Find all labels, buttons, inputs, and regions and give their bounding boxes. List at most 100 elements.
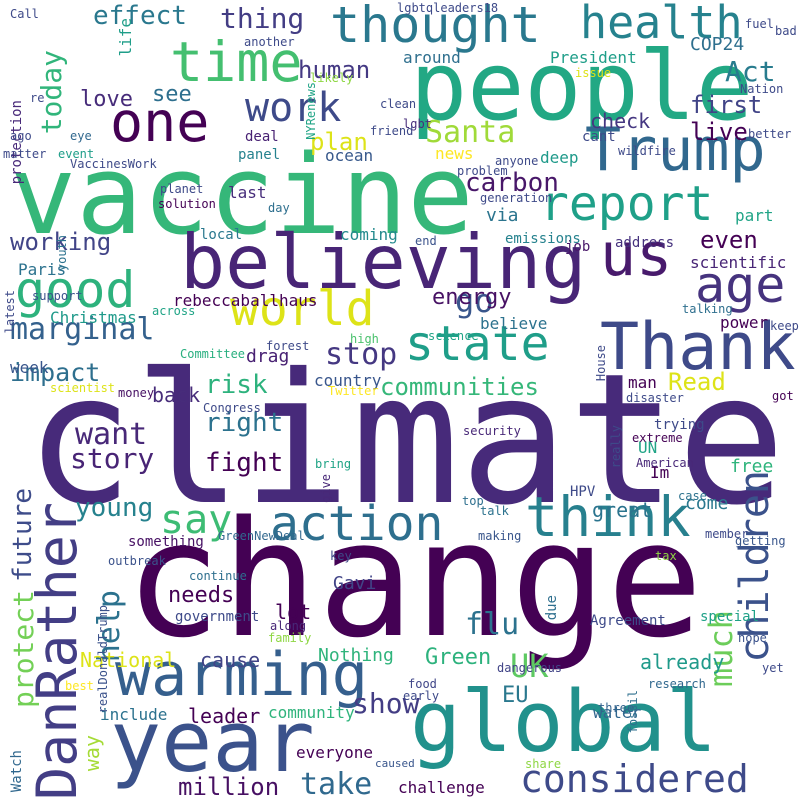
cloud-word: Santa	[425, 115, 516, 150]
cloud-word: energy	[432, 285, 512, 310]
cloud-word: Nothing	[318, 645, 394, 666]
cloud-word: Gavi	[333, 573, 377, 594]
cloud-word: Read	[668, 368, 726, 396]
cloud-word: NYRenews	[304, 82, 318, 140]
cloud-word: realDonaldTrump	[96, 605, 110, 714]
cloud-word: top	[462, 494, 484, 508]
cloud-word: hope	[738, 631, 767, 645]
cloud-word: local	[200, 227, 243, 243]
cloud-word: state	[405, 316, 550, 372]
cloud-word: Paris	[18, 260, 67, 279]
cloud-word: cause	[200, 648, 261, 672]
cloud-word: share	[525, 757, 562, 771]
cloud-word: young	[75, 493, 154, 523]
cloud-word: plan	[310, 128, 368, 156]
cloud-word: anyone	[495, 154, 539, 168]
cloud-word: power	[720, 313, 769, 332]
cloud-word: matter	[3, 147, 47, 161]
cloud-word: world	[230, 281, 375, 337]
cloud-word: ocean	[325, 146, 374, 165]
cloud-word: right	[205, 408, 284, 438]
cloud-word: want	[75, 417, 148, 452]
cloud-word: HPV	[570, 484, 596, 500]
cloud-word: three	[598, 701, 635, 715]
cloud-word: time	[170, 30, 303, 94]
cloud-word: thought	[330, 0, 541, 54]
cloud-word: forest	[266, 339, 310, 353]
cloud-word: year	[110, 693, 315, 792]
cloud-word: Thank	[600, 310, 796, 385]
cloud-word: American	[636, 456, 694, 470]
cloud-word: vaccine	[10, 131, 474, 259]
cloud-word: problem	[457, 164, 508, 178]
cloud-word: story	[70, 442, 155, 475]
cloud-word: action	[270, 496, 444, 552]
cloud-word: GreenNewDeal	[218, 529, 305, 543]
cloud-word: due	[544, 595, 560, 621]
cloud-word: way	[80, 735, 104, 772]
cloud-word: us	[600, 220, 673, 290]
cloud-word: give	[319, 474, 333, 503]
cloud-word: friend	[370, 124, 414, 138]
cloud-word: address	[615, 235, 675, 251]
cloud-word: love	[80, 87, 133, 112]
cloud-word: live	[690, 118, 748, 146]
cloud-word: dangerous	[497, 661, 563, 675]
cloud-word: Trump	[585, 115, 766, 185]
cloud-word: clean	[380, 97, 417, 111]
cloud-word: believing	[180, 218, 587, 306]
cloud-word: bring	[315, 457, 352, 471]
cloud-word: great	[592, 498, 653, 522]
cloud-word: getting	[735, 534, 786, 548]
cloud-word: drag	[246, 346, 290, 367]
cloud-word: security	[463, 424, 521, 438]
cloud-word: UK	[510, 647, 549, 685]
cloud-word: Watch	[9, 750, 25, 793]
cloud-word: week	[10, 358, 49, 377]
cloud-word: age	[695, 256, 786, 314]
cloud-word: got	[772, 389, 794, 403]
cloud-word: generation	[480, 191, 553, 205]
cloud-word: effect	[93, 1, 187, 31]
cloud-word: come	[685, 493, 729, 514]
cloud-word: go	[455, 282, 494, 320]
cloud-word: take	[300, 767, 373, 800]
cloud-word: EU	[502, 683, 529, 708]
cloud-word: continue	[189, 569, 247, 583]
cloud-word: show	[352, 687, 420, 720]
cloud-word: end	[415, 234, 437, 248]
cloud-word: people	[410, 32, 754, 142]
cloud-word: leader	[188, 704, 261, 728]
cloud-word: key	[330, 549, 352, 563]
cloud-word: challenge	[398, 778, 485, 797]
cloud-word: National	[80, 648, 177, 672]
cloud-word: Call	[10, 7, 39, 21]
cloud-word: global	[410, 673, 718, 772]
cloud-word: impact	[10, 358, 101, 387]
cloud-word: keep	[770, 319, 799, 333]
cloud-word: news	[435, 144, 474, 163]
cloud-word: around	[403, 48, 461, 67]
cloud-word: another	[244, 35, 295, 49]
cloud-word: warming	[115, 640, 368, 710]
cloud-word: really	[609, 425, 623, 469]
cloud-word: job	[565, 239, 591, 255]
cloud-word: already	[640, 650, 725, 674]
cloud-word: Committee	[180, 347, 246, 361]
cloud-word: part	[735, 206, 774, 225]
cloud-word: Congress	[203, 401, 261, 415]
cloud-word: fuel	[745, 17, 774, 31]
cloud-word: member	[705, 527, 749, 541]
cloud-word: Im	[650, 463, 670, 482]
cloud-word: marginal	[10, 312, 155, 347]
cloud-word: health	[580, 0, 743, 49]
cloud-word: event	[58, 147, 95, 161]
cloud-word: yet	[762, 661, 784, 675]
cloud-word: life	[116, 18, 135, 57]
cloud-word: million	[178, 773, 280, 800]
cloud-word: deal	[245, 129, 279, 145]
cloud-word: House	[594, 345, 608, 382]
cloud-word: say	[160, 497, 233, 543]
cloud-word: lgbtqleaders18	[397, 1, 499, 15]
cloud-word: case	[678, 489, 707, 503]
